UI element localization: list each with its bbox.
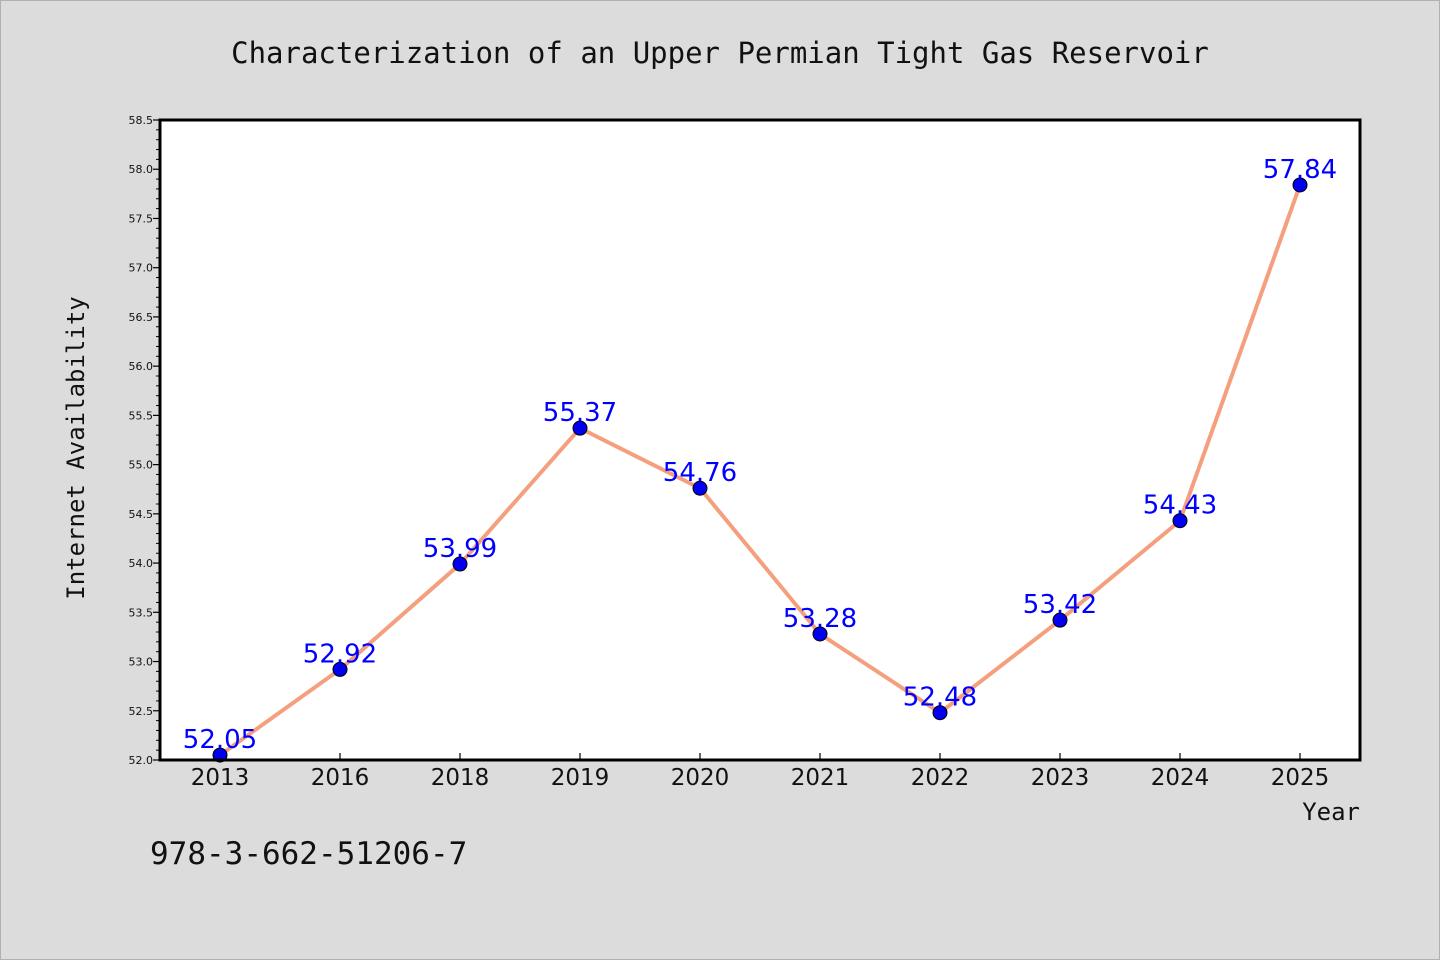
y-tick-label: 58.5 [129, 114, 154, 127]
data-point [812, 626, 828, 642]
data-point [572, 420, 588, 436]
y-tick-label: 57.0 [129, 262, 154, 275]
data-point [1292, 177, 1308, 193]
y-tick-label: 52.5 [129, 705, 154, 718]
data-label: 54.76 [663, 458, 737, 488]
y-axis-ticks: 52.0 52.5 53.0 53.5 54.0 54.5 55.0 55.5 56.0 56.5… [129, 114, 160, 767]
data-point [1172, 513, 1188, 529]
data-label: 53.42 [1023, 590, 1097, 620]
data-point [1052, 612, 1068, 628]
x-axis-label: Year [1302, 798, 1360, 826]
data-label: 54.43 [1143, 491, 1217, 521]
y-tick-label: 52.0 [129, 754, 154, 767]
x-tick-label: 2020 [671, 765, 730, 791]
y-tick-label: 56.0 [129, 360, 154, 373]
isbn-label: 978-3-662-51206-7 [150, 836, 467, 872]
data-point [932, 705, 948, 721]
x-tick-label: 2023 [1031, 765, 1090, 791]
y-tick-label: 56.5 [129, 311, 154, 324]
x-axis-ticks: 2013 2016 2018 2019 2020 2021 2022 2023 2024 2025 [191, 753, 1330, 791]
y-axis-label: Internet Availability [62, 296, 90, 599]
data-label: 53.99 [423, 534, 497, 564]
y-tick-label: 53.5 [129, 606, 154, 619]
y-tick-label: 53.0 [129, 656, 154, 669]
chart-title: Characterization of an Upper Permian Tig… [231, 36, 1209, 70]
y-tick-label: 54.0 [129, 557, 154, 570]
x-tick-label: 2019 [551, 765, 610, 791]
x-tick-label: 2016 [311, 765, 370, 791]
data-label: 52.05 [183, 725, 257, 755]
data-label: 55.37 [543, 398, 617, 428]
data-label: 53.28 [783, 604, 857, 634]
y-tick-label: 55.0 [129, 459, 154, 472]
series-line [218, 182, 1302, 758]
y-tick-label: 58.0 [129, 163, 154, 176]
y-tick-label: 57.5 [129, 212, 154, 225]
plot-border [158, 118, 1362, 762]
series-layer [212, 177, 1308, 763]
x-tick-label: 2018 [431, 765, 490, 791]
y-tick-label: 54.5 [129, 508, 154, 521]
data-point [332, 661, 348, 677]
data-label-layer: 52.05 52.92 53.99 55.37 54.76 53.28 52.48 53.42… [183, 155, 1337, 755]
data-label: 52.48 [903, 683, 977, 713]
x-tick-label: 2021 [791, 765, 850, 791]
data-label: 57.84 [1263, 155, 1337, 185]
x-tick-label: 2013 [191, 765, 250, 791]
x-tick-label: 2024 [1151, 765, 1210, 791]
data-label: 52.92 [303, 639, 377, 669]
x-tick-label: 2022 [911, 765, 970, 791]
data-point [452, 556, 468, 572]
data-point [692, 480, 708, 496]
x-tick-label: 2025 [1271, 765, 1330, 791]
y-tick-label: 55.5 [129, 409, 154, 422]
